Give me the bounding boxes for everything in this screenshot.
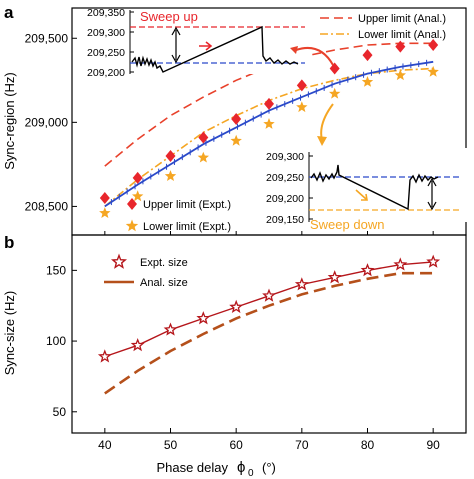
panel-a-yticks: 208,500 209,000 209,500 bbox=[25, 31, 434, 235]
marker-expt-size bbox=[229, 299, 244, 314]
marker-lower-limit-expt bbox=[164, 170, 177, 181]
marker-upper-limit-expt bbox=[99, 192, 110, 205]
panel-b-label: b bbox=[4, 233, 14, 252]
marker-expt-size bbox=[327, 270, 342, 284]
panel-b-xtick-label: 50 bbox=[164, 438, 178, 452]
marker-expt-size bbox=[294, 277, 309, 291]
marker-lower-limit-expt bbox=[230, 134, 242, 146]
inset-ytick-label: 209,250 bbox=[87, 47, 125, 59]
inset-sweep-up-title: Sweep up bbox=[140, 9, 198, 24]
inset-sweep-down: 209,150 209,200 209,250 209,300 Sweep down bbox=[266, 148, 467, 232]
panel-a-label: a bbox=[4, 3, 14, 22]
marker-lower-limit-expt bbox=[99, 207, 111, 218]
xlabel-unit: (°) bbox=[262, 460, 276, 475]
panel-b-xlabel: Phase delay ϕ 0 (°) bbox=[156, 459, 275, 479]
panel-a-ylabel: Sync-region (Hz) bbox=[2, 72, 17, 170]
legend-a-analytic: Upper limit (Anal.) Lower limit (Anal.) bbox=[320, 13, 446, 41]
marker-lower-limit-expt bbox=[361, 76, 374, 87]
inset-ytick-label: 209,250 bbox=[266, 172, 304, 184]
marker-expt-size bbox=[163, 322, 178, 336]
inset-ytick-label: 209,150 bbox=[266, 214, 304, 226]
marker-expt-size bbox=[393, 257, 408, 271]
inset-ytick-label: 209,200 bbox=[87, 67, 125, 79]
marker-expt-size bbox=[360, 263, 375, 277]
inset-sweep-up-arrow bbox=[199, 41, 213, 51]
marker-upper-limit-expt bbox=[165, 149, 176, 162]
marker-upper-limit-expt bbox=[395, 40, 406, 53]
marker-lower-limit-expt bbox=[427, 65, 439, 77]
marker-upper-limit-expt bbox=[198, 131, 209, 144]
series-anal-size bbox=[104, 271, 434, 395]
inset-sweep-up: 209,200 209,250 209,300 209,350 Sweep up bbox=[87, 7, 308, 79]
panel-b-ytick-label: 100 bbox=[46, 334, 66, 348]
legend-b: Expt. size Anal. size bbox=[104, 253, 188, 289]
marker-lower-limit-expt bbox=[296, 101, 308, 113]
marker-upper-limit-expt bbox=[362, 49, 373, 62]
panel-b-xtick-label: 60 bbox=[229, 438, 243, 452]
callout-arrowhead-upper bbox=[290, 46, 298, 54]
xlabel-symbol: ϕ bbox=[237, 459, 245, 476]
marker-lower-limit-expt bbox=[329, 87, 341, 99]
marker-expt-size bbox=[130, 338, 145, 352]
panel-a-series bbox=[99, 38, 439, 218]
legend-star-marker bbox=[125, 219, 139, 232]
legend-expt-size-star bbox=[110, 253, 128, 269]
marker-lower-limit-expt bbox=[132, 190, 144, 202]
marker-expt-size bbox=[196, 311, 211, 325]
inset-sweep-down-title: Sweep down bbox=[310, 217, 384, 232]
xlabel-text: Phase delay bbox=[156, 460, 228, 475]
inset-ytick-label: 209,300 bbox=[87, 27, 125, 39]
inset-sweep-down-arrow bbox=[355, 189, 368, 201]
marker-upper-limit-expt bbox=[231, 112, 242, 125]
legend-anal-size: Anal. size bbox=[140, 277, 188, 289]
panel-b-series bbox=[97, 254, 441, 395]
marker-upper-limit-expt bbox=[329, 62, 340, 75]
panel-b-ytick-label: 50 bbox=[53, 405, 67, 419]
inset-ytick-label: 209,200 bbox=[266, 193, 304, 205]
panel-b-frame bbox=[71, 234, 467, 434]
panel-b-xtick-label: 90 bbox=[426, 438, 440, 452]
panel-b-xtick-label: 70 bbox=[295, 438, 309, 452]
marker-upper-limit-expt bbox=[132, 171, 143, 184]
panel-a-ytick-label: 209,000 bbox=[25, 115, 69, 129]
marker-lower-limit-expt bbox=[197, 151, 209, 163]
legend-diamond-marker bbox=[127, 198, 137, 210]
panel-b-xtick-label: 40 bbox=[98, 438, 112, 452]
marker-expt-size bbox=[97, 349, 112, 363]
callout-arrowhead-lower bbox=[317, 136, 327, 146]
inset-sweep-up-ticks: 209,200 209,250 209,300 209,350 bbox=[87, 7, 134, 79]
callout-arrow-lower bbox=[320, 103, 334, 141]
marker-expt-size bbox=[426, 254, 441, 268]
marker-lower-limit-expt bbox=[394, 69, 406, 81]
inset-sweep-down-ticks: 209,150 209,200 209,250 209,300 bbox=[266, 151, 313, 226]
marker-upper-limit-expt bbox=[296, 79, 307, 92]
panel-a-ytick-label: 209,500 bbox=[25, 31, 69, 45]
panel-b-xtick-label: 80 bbox=[361, 438, 375, 452]
inset-ytick-label: 209,300 bbox=[266, 151, 304, 163]
panel-b-ylabel: Sync-size (Hz) bbox=[2, 291, 17, 376]
legend-upper-expt: Upper limit (Expt.) bbox=[143, 199, 231, 211]
legend-expt-size: Expt. size bbox=[140, 257, 188, 269]
panel-b-ytick-label: 150 bbox=[46, 263, 66, 277]
legend-upper-anal: Upper limit (Anal.) bbox=[358, 13, 446, 25]
inset-sweep-down-arrowheads bbox=[427, 177, 437, 211]
xlabel-subscript: 0 bbox=[248, 468, 254, 479]
inset-sweep-down-trace bbox=[310, 164, 439, 211]
legend-lower-anal: Lower limit (Anal.) bbox=[358, 29, 446, 41]
marker-expt-size bbox=[262, 288, 276, 302]
callout-arrow-upper bbox=[295, 46, 334, 66]
marker-lower-limit-expt bbox=[263, 118, 275, 129]
inset-ytick-label: 209,350 bbox=[87, 7, 125, 19]
marker-upper-limit-expt bbox=[428, 38, 439, 51]
marker-upper-limit-expt bbox=[264, 97, 274, 110]
inset-sweep-up-arrowheads bbox=[171, 26, 181, 64]
inset-sweep-up-trace bbox=[131, 25, 299, 73]
legend-lower-expt: Lower limit (Expt.) bbox=[143, 221, 231, 233]
panel-b-ticks: 40 50 60 70 80 90 50 100 150 bbox=[46, 263, 440, 452]
legend-a-expt: Upper limit (Expt.) Lower limit (Expt.) bbox=[125, 198, 231, 233]
panel-a-ytick-label: 208,500 bbox=[25, 199, 69, 213]
inset-sweep-down-bg bbox=[309, 148, 467, 222]
